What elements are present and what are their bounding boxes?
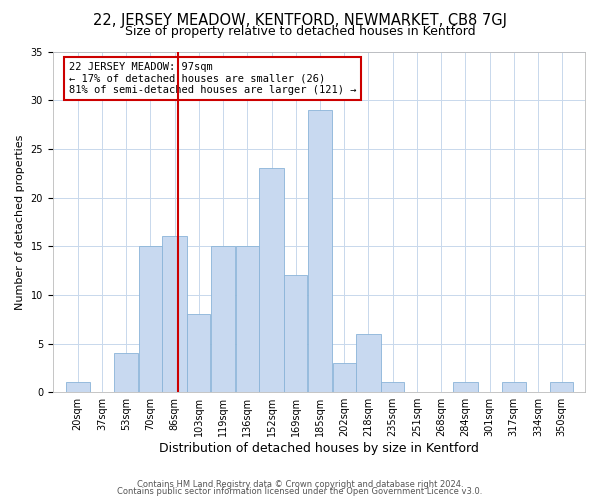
Bar bbox=[139, 246, 162, 392]
Bar bbox=[381, 382, 404, 392]
Bar bbox=[114, 354, 139, 392]
Y-axis label: Number of detached properties: Number of detached properties bbox=[15, 134, 25, 310]
Bar bbox=[356, 334, 380, 392]
X-axis label: Distribution of detached houses by size in Kentford: Distribution of detached houses by size … bbox=[159, 442, 479, 455]
Bar bbox=[308, 110, 332, 392]
Bar bbox=[284, 276, 307, 392]
Bar bbox=[211, 246, 235, 392]
Bar bbox=[502, 382, 526, 392]
Bar bbox=[236, 246, 259, 392]
Bar bbox=[550, 382, 573, 392]
Bar bbox=[65, 382, 90, 392]
Text: 22, JERSEY MEADOW, KENTFORD, NEWMARKET, CB8 7GJ: 22, JERSEY MEADOW, KENTFORD, NEWMARKET, … bbox=[93, 12, 507, 28]
Text: Size of property relative to detached houses in Kentford: Size of property relative to detached ho… bbox=[125, 25, 475, 38]
Text: 22 JERSEY MEADOW: 97sqm
← 17% of detached houses are smaller (26)
81% of semi-de: 22 JERSEY MEADOW: 97sqm ← 17% of detache… bbox=[69, 62, 356, 95]
Text: Contains HM Land Registry data © Crown copyright and database right 2024.: Contains HM Land Registry data © Crown c… bbox=[137, 480, 463, 489]
Bar bbox=[187, 314, 211, 392]
Bar bbox=[259, 168, 284, 392]
Bar bbox=[453, 382, 478, 392]
Bar bbox=[163, 236, 187, 392]
Bar bbox=[333, 363, 356, 392]
Text: Contains public sector information licensed under the Open Government Licence v3: Contains public sector information licen… bbox=[118, 488, 482, 496]
